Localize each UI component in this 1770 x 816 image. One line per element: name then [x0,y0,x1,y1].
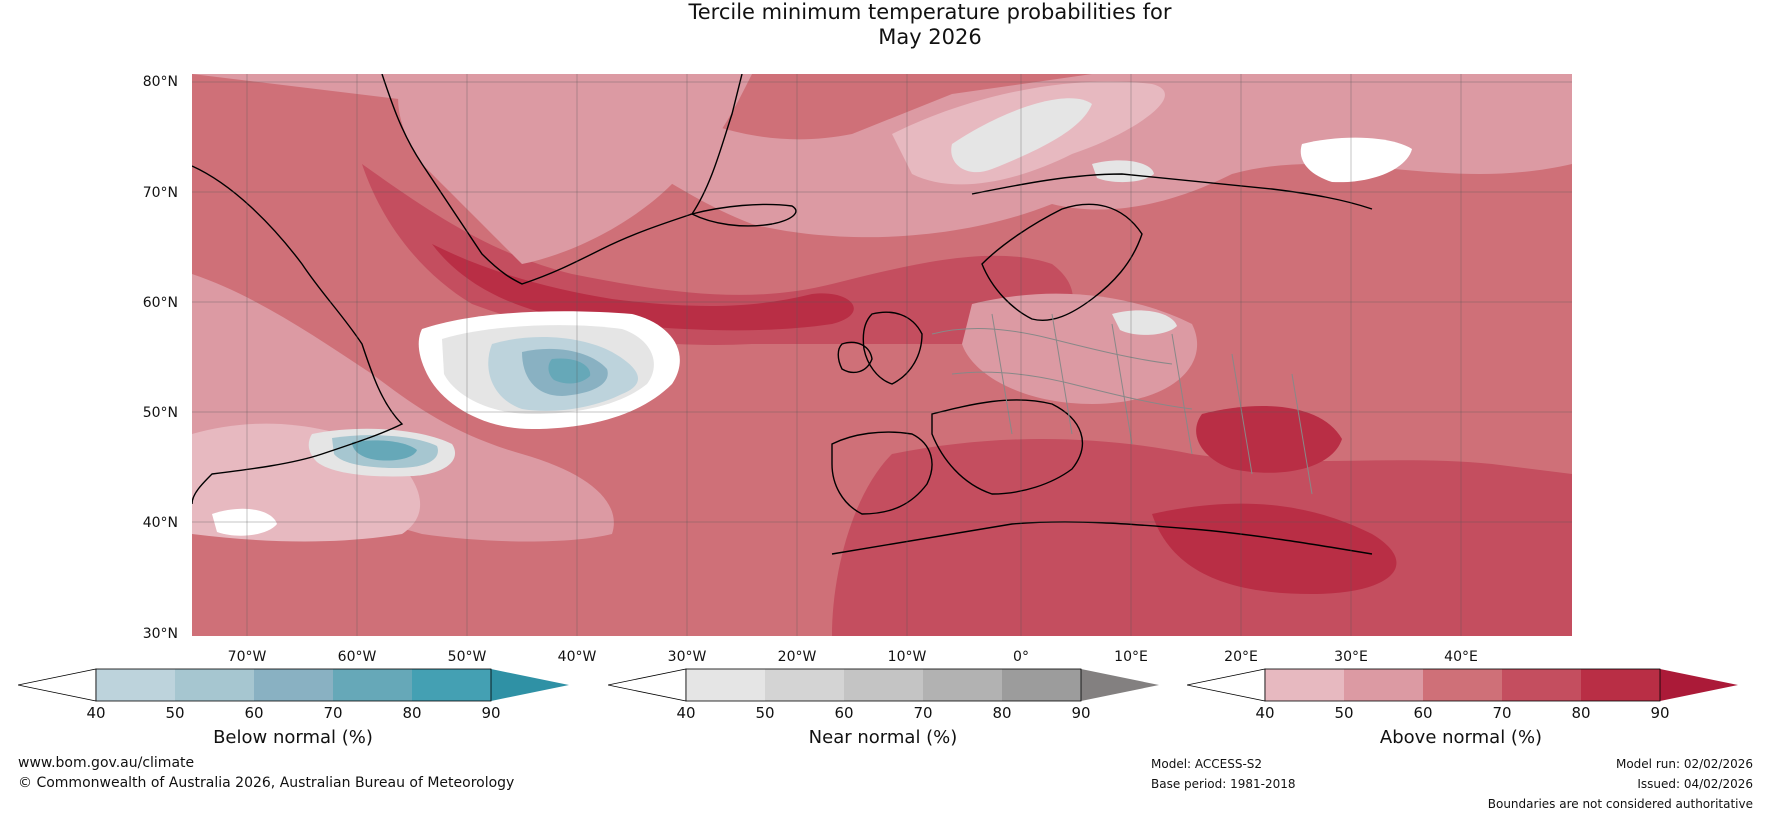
probability-map [192,74,1572,636]
lon-label-40e: 40°E [1444,649,1478,665]
tick-70: 70 [323,704,343,722]
ireland-coast [837,341,873,374]
tick-50: 50 [1334,704,1354,722]
lon-label-20e: 20°E [1224,649,1258,665]
colorbar-near-over [1081,669,1159,701]
below-normal-south-core [352,440,417,461]
base-period-text: Base period: 1981-2018 [1151,777,1296,791]
lat-label-50n: 50°N [142,405,178,421]
colorbar-below-seg-80 [412,669,491,701]
lon-label-30w: 30°W [667,649,707,665]
tick-40: 40 [86,704,106,722]
lat-label-30n: 30°N [142,626,178,642]
mediterranean-coast [931,399,1083,495]
great-britain-coast [862,311,923,385]
colorbar-below-seg-70 [333,669,412,701]
colorbar-near-seg-40 [686,669,765,701]
field-90-south [1152,503,1397,594]
tick-40: 40 [676,704,696,722]
field-90-band [432,244,854,331]
tick-80: 80 [402,704,422,722]
colorbar-above-seg-50 [1344,669,1423,701]
model-run-text: Model run: 02/02/2026 [1615,757,1753,771]
issued-text: Issued: 04/02/2026 [1637,777,1753,791]
colorbar-near-seg-80 [1002,669,1081,701]
lat-label-70n: 70°N [142,185,178,201]
country-borders [931,313,1313,495]
lon-label-10w: 10°W [887,649,927,665]
website-link[interactable]: www.bom.gov.au/climate [18,755,195,771]
lon-label-20w: 20°W [777,649,817,665]
gridlines [192,74,1572,636]
lon-label-10e: 10°E [1114,649,1148,665]
colorbar-near-normal [608,668,1159,702]
colorbar-near-seg-50 [765,669,844,701]
tick-40: 40 [1255,704,1275,722]
tick-80: 80 [992,704,1012,722]
greenland-field [398,74,752,264]
disclaimer-text: Boundaries are not considered authoritat… [1487,797,1753,811]
colorbar-above-seg-80 [1581,669,1660,701]
lat-label-80n: 80°N [142,74,178,90]
greenland-coast [381,74,743,285]
map-canvas [192,74,1572,636]
colorbar-near-seg-60 [844,669,923,701]
tick-70: 70 [913,704,933,722]
tick-50: 50 [755,704,775,722]
north-america-coast [192,165,404,505]
colorbar-above-seg-70 [1502,669,1581,701]
tick-60: 60 [244,704,264,722]
map-title: Tercile minimum temperature probabilitie… [0,0,1770,50]
tick-70: 70 [1492,704,1512,722]
tick-50: 50 [165,704,185,722]
iberia-coast [831,431,933,515]
colorbar-below-label: Below normal (%) [213,727,373,748]
lon-label-70w: 70°W [227,649,267,665]
colorbar-below-over [491,669,569,701]
lon-label-40w: 40°W [557,649,597,665]
north-africa-coast [831,521,1373,555]
model-text: Model: ACCESS-S2 [1151,757,1263,771]
near-normal-patch-ne [1092,160,1154,183]
coastlines [192,74,1373,555]
near-normal-patch-far-ne [1300,137,1412,183]
colorbar-above-label: Above normal (%) [1379,727,1543,748]
colorbar-below-seg-60 [254,669,333,701]
near-normal-patch-baltic [1112,310,1177,335]
colorbar-above-seg-40 [1265,669,1344,701]
tick-90: 90 [1650,704,1670,722]
lon-label-60w: 60°W [337,649,377,665]
tick-60: 60 [1413,704,1433,722]
scandinavia-coast [981,203,1143,321]
lon-label-0: 0° [1013,649,1029,665]
scandinavia-north-coast [971,173,1373,210]
below-normal-70-80 [548,358,591,384]
colorbar-above-under [1187,668,1266,702]
tick-60: 60 [834,704,854,722]
copyright-text: © Commonwealth of Australia 2026, Austra… [18,775,515,791]
lat-label-40n: 40°N [142,515,178,531]
colorbar-below-seg-40 [96,669,175,701]
tick-90: 90 [1071,704,1091,722]
colorbar-above-over [1660,669,1738,701]
colorbar-above-seg-60 [1423,669,1502,701]
colorbar-below-normal [18,668,569,702]
title-line-2: May 2026 [878,25,982,49]
colorbar-above-normal [1187,668,1738,702]
tick-90: 90 [481,704,501,722]
iceland-coast [690,203,797,227]
lon-label-30e: 30°E [1334,649,1368,665]
title-line-1: Tercile minimum temperature probabilitie… [688,0,1172,24]
near-normal-arctic [951,98,1092,173]
colorbar-below-under [18,668,97,702]
lon-label-50w: 50°W [447,649,487,665]
lat-label-60n: 60°N [142,295,178,311]
colorbar-near-seg-70 [923,669,1002,701]
colorbar-below-seg-50 [175,669,254,701]
tick-80: 80 [1571,704,1591,722]
colorbar-near-label: Near normal (%) [808,727,958,748]
near-normal-patch-sw [212,508,277,536]
colorbar-near-under [608,668,687,702]
